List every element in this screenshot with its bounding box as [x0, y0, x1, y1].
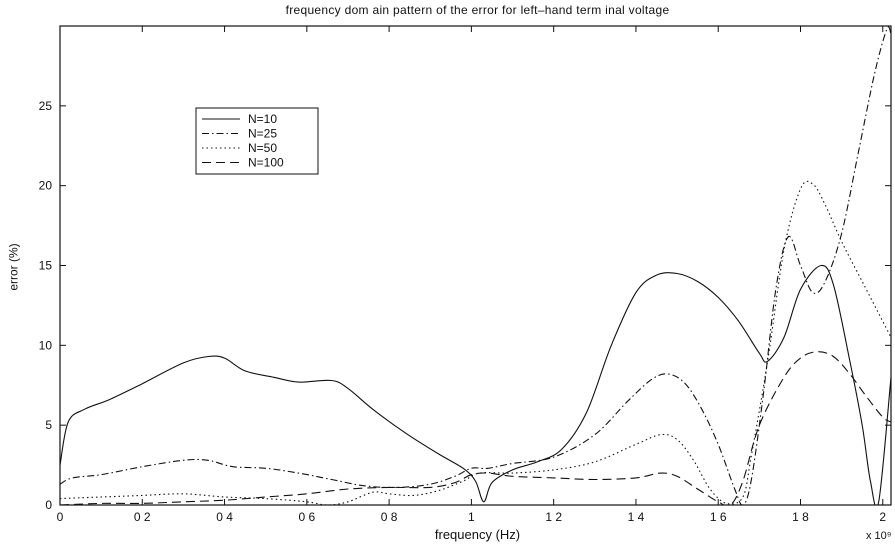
series-line-n-25 [60, 26, 891, 505]
y-tick-label: 5 [45, 418, 52, 432]
x-axis-label: frequency (Hz) [434, 527, 521, 542]
x-tick-label: 1 6 [710, 510, 727, 524]
x-tick-label: 2 [879, 510, 886, 524]
x-tick-label: 0 8 [381, 510, 398, 524]
y-tick-label: 25 [39, 99, 53, 113]
x-tick-label: 0 2 [134, 510, 151, 524]
chart-title: frequency dom ain pattern of the error f… [285, 3, 670, 17]
legend-entry-label: N=100 [248, 156, 284, 170]
x-tick-label: 0 [57, 510, 64, 524]
y-tick-label: 20 [39, 179, 53, 193]
y-axis-label: error (%) [6, 243, 21, 291]
legend: N=10N=25N=50N=100 [195, 107, 319, 175]
series-line-n-100 [60, 351, 891, 505]
y-tick-label: 10 [39, 338, 53, 352]
series-line-n-10 [60, 264, 891, 505]
series-line-n-50 [60, 180, 891, 505]
x-tick-label: 1 8 [792, 510, 809, 524]
plot-frame [59, 25, 892, 506]
legend-entry-label: N=25 [248, 127, 277, 141]
x-tick-label: 1 2 [545, 510, 562, 524]
y-tick-label: 0 [45, 498, 52, 512]
x-tick-label: 0 6 [298, 510, 315, 524]
legend-entry-label: N=50 [248, 141, 277, 155]
x-tick-label: 1 [468, 510, 475, 524]
legend-entry-label: N=10 [248, 112, 277, 126]
x-axis-multiplier: x 10⁹ [866, 530, 892, 542]
x-tick-label: 1 4 [628, 510, 645, 524]
series-layer [60, 26, 891, 505]
x-tick-label: 0 4 [216, 510, 233, 524]
y-tick-label: 15 [39, 259, 53, 273]
